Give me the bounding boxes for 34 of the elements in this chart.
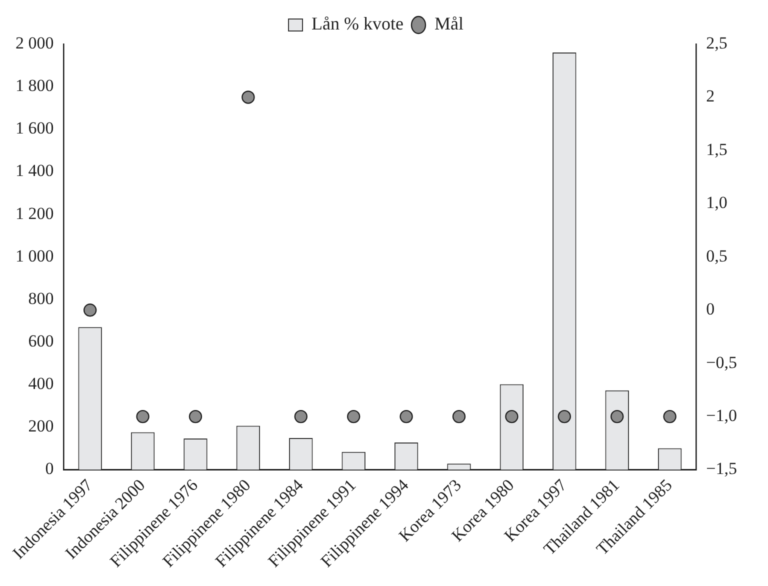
y-tick-label: 1 800 <box>15 76 54 96</box>
point <box>136 410 150 424</box>
y2-tick-label: 0,5 <box>706 246 728 266</box>
y2-tick-label: −1,5 <box>706 459 738 478</box>
y-tick-label: 800 <box>28 288 54 308</box>
point <box>558 410 572 424</box>
y-tick-label: 200 <box>28 416 54 436</box>
y-tick-label: 2 000 <box>15 33 54 52</box>
point <box>242 90 255 104</box>
y-tick-label: 1 600 <box>15 118 54 138</box>
y2-tick-label: 2 <box>706 86 715 106</box>
point <box>452 410 466 424</box>
y-tick-label: 1 000 <box>15 246 54 266</box>
point <box>188 410 202 424</box>
y-tick-label: 600 <box>28 332 54 351</box>
y2-tick-label: −1,0 <box>706 406 738 426</box>
y-tick-label: 0 <box>45 459 54 478</box>
y2-tick-label: −0,5 <box>706 352 738 372</box>
legend-label: Lån % kvote <box>312 14 404 34</box>
point <box>505 410 518 424</box>
y-tick-label: 400 <box>28 374 54 394</box>
y2-tick-label: 0 <box>706 300 715 319</box>
point <box>400 410 413 424</box>
y2-tick-label: 1,5 <box>706 140 728 159</box>
point <box>294 410 308 424</box>
point <box>346 410 360 424</box>
y-tick-label: 1 400 <box>15 161 54 180</box>
y-tick-label: 1 200 <box>15 204 54 223</box>
point <box>610 410 624 424</box>
y2-tick-label: 2,5 <box>706 33 728 52</box>
y2-tick-label: 1,0 <box>706 193 728 212</box>
legend-label: Mål <box>434 14 464 34</box>
point <box>83 304 97 317</box>
point <box>663 410 676 424</box>
